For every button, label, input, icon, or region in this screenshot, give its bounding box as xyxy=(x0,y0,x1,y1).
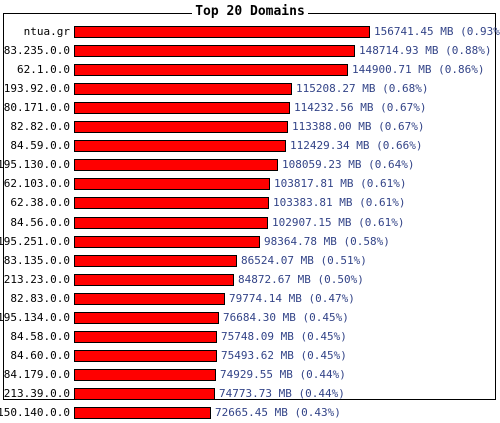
bar-row: 84.60.0.0 75493.62 MB (0.45%) xyxy=(0,347,500,366)
bar xyxy=(74,121,288,134)
category-label: 150.140.0.0 xyxy=(0,406,70,419)
value-label: 75748.09 MB (0.45%) xyxy=(221,329,347,343)
bar xyxy=(74,387,215,400)
bar-row: 84.59.0.0 112429.34 MB (0.66%) xyxy=(0,137,500,156)
bar xyxy=(74,83,292,96)
bar-row: 62.38.0.0 103383.81 MB (0.61%) xyxy=(0,194,500,213)
category-label: 195.251.0.0 xyxy=(0,234,70,248)
value-label: 148714.93 MB (0.88%) xyxy=(359,44,492,58)
bar xyxy=(74,159,278,172)
category-label: 84.59.0.0 xyxy=(10,139,70,153)
bar-row: 80.171.0.0 114232.56 MB (0.67%) xyxy=(0,99,500,118)
category-label: ntua.gr xyxy=(23,25,70,38)
bar xyxy=(74,330,217,343)
value-label: 74929.55 MB (0.44%) xyxy=(220,367,346,381)
bar-row: 83.135.0.0 86524.07 MB (0.51%) xyxy=(0,252,500,271)
category-label: 80.171.0.0 xyxy=(3,101,70,115)
bar-row: 150.140.0.0 72665.45 MB (0.43%) xyxy=(0,404,500,423)
value-label: 74773.73 MB (0.44%) xyxy=(219,386,345,400)
bar-row: 195.130.0.0 108059.23 MB (0.64%) xyxy=(0,156,500,175)
value-label: 115208.27 MB (0.68%) xyxy=(296,82,429,96)
category-label: 84.60.0.0 xyxy=(10,348,70,362)
value-label: 103383.81 MB (0.61%) xyxy=(273,196,406,210)
bar xyxy=(74,102,290,115)
bar-row: 195.134.0.0 76684.30 MB (0.45%) xyxy=(0,309,500,328)
value-label: 144900.71 MB (0.86%) xyxy=(352,63,485,77)
bar xyxy=(74,178,270,191)
bar-row: 62.103.0.0 103817.81 MB (0.61%) xyxy=(0,175,500,194)
category-label: 195.130.0.0 xyxy=(0,158,70,172)
category-label: 82.83.0.0 xyxy=(10,291,70,305)
bar xyxy=(74,216,268,229)
bar-row: 83.235.0.0 148714.93 MB (0.88%) xyxy=(0,42,500,61)
bar-row: 84.56.0.0 102907.15 MB (0.61%) xyxy=(0,214,500,233)
bar-row: 195.251.0.0 98364.78 MB (0.58%) xyxy=(0,233,500,252)
value-label: 114232.56 MB (0.67%) xyxy=(294,101,427,115)
value-label: 72665.45 MB (0.43%) xyxy=(215,406,341,419)
bar-row: 84.58.0.0 75748.09 MB (0.45%) xyxy=(0,328,500,347)
value-label: 75493.62 MB (0.45%) xyxy=(221,348,347,362)
bar-row: 84.179.0.0 74929.55 MB (0.44%) xyxy=(0,366,500,385)
category-label: 195.134.0.0 xyxy=(0,310,70,324)
category-label: 62.38.0.0 xyxy=(10,196,70,210)
value-label: 79774.14 MB (0.47%) xyxy=(229,291,355,305)
value-label: 112429.34 MB (0.66%) xyxy=(290,139,423,153)
value-label: 113388.00 MB (0.67%) xyxy=(292,120,425,134)
value-label: 156741.45 MB (0.93%) xyxy=(374,25,500,38)
chart-title-text: Top 20 Domains xyxy=(192,4,308,19)
value-label: 76684.30 MB (0.45%) xyxy=(223,310,349,324)
category-label: 83.135.0.0 xyxy=(3,253,70,267)
bar-row: 213.23.0.0 84872.67 MB (0.50%) xyxy=(0,271,500,290)
category-label: 84.58.0.0 xyxy=(10,329,70,343)
value-label: 108059.23 MB (0.64%) xyxy=(282,158,415,172)
bar xyxy=(74,349,217,362)
value-label: 103817.81 MB (0.61%) xyxy=(274,177,407,191)
bar-row: 213.39.0.0 74773.73 MB (0.44%) xyxy=(0,385,500,404)
category-label: 193.92.0.0 xyxy=(3,82,70,96)
category-label: 213.23.0.0 xyxy=(3,272,70,286)
category-label: 62.1.0.0 xyxy=(17,63,70,77)
bar-row: 82.83.0.0 79774.14 MB (0.47%) xyxy=(0,290,500,309)
bar xyxy=(74,140,286,153)
category-label: 83.235.0.0 xyxy=(3,44,70,58)
bar xyxy=(74,273,234,286)
bar xyxy=(74,64,348,77)
bar-row: ntua.gr 156741.45 MB (0.93%) xyxy=(0,23,500,42)
category-label: 84.179.0.0 xyxy=(3,367,70,381)
bar xyxy=(74,368,216,381)
category-label: 62.103.0.0 xyxy=(3,177,70,191)
value-label: 86524.07 MB (0.51%) xyxy=(241,253,367,267)
bar xyxy=(74,292,225,305)
value-label: 98364.78 MB (0.58%) xyxy=(264,234,390,248)
bar-row: 62.1.0.0 144900.71 MB (0.86%) xyxy=(0,61,500,80)
category-label: 84.56.0.0 xyxy=(10,215,70,229)
bar xyxy=(74,254,237,267)
bar xyxy=(74,197,269,210)
bar-row: 193.92.0.0 115208.27 MB (0.68%) xyxy=(0,80,500,99)
bar xyxy=(74,407,211,419)
bar xyxy=(74,26,370,38)
value-label: 102907.15 MB (0.61%) xyxy=(272,215,405,229)
category-label: 213.39.0.0 xyxy=(3,386,70,400)
value-label: 84872.67 MB (0.50%) xyxy=(238,272,364,286)
bar xyxy=(74,311,219,324)
chart-title: Top 20 Domains xyxy=(0,4,500,20)
bar-row: 82.82.0.0 113388.00 MB (0.67%) xyxy=(0,118,500,137)
bar xyxy=(74,45,355,58)
category-label: 82.82.0.0 xyxy=(10,120,70,134)
bar xyxy=(74,235,260,248)
